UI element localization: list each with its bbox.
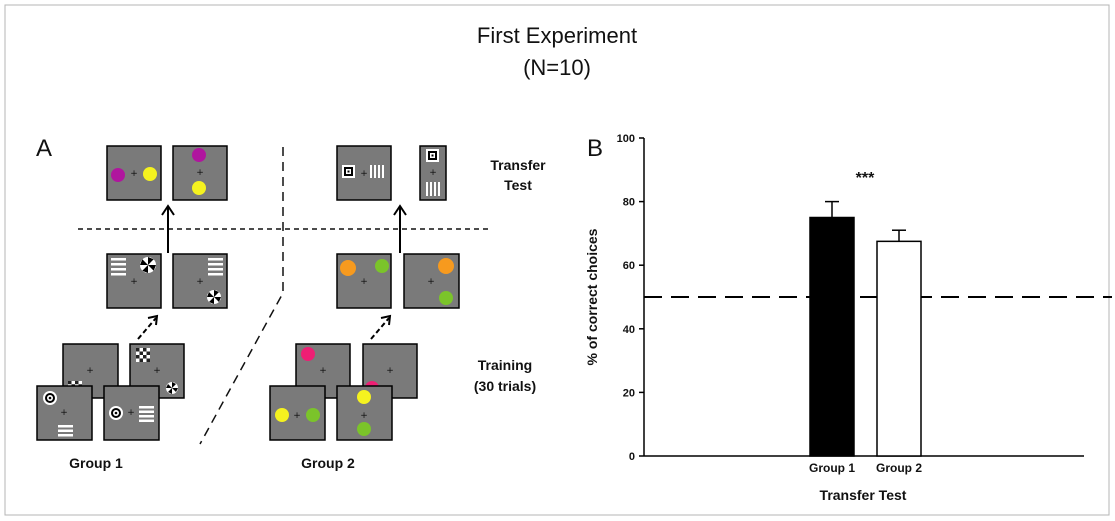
horizontal-grating — [58, 425, 73, 437]
pinwheel-shape — [207, 290, 221, 304]
magenta-circle — [192, 148, 206, 162]
fixation-cross: + — [429, 168, 437, 178]
fixation-cross: + — [360, 169, 368, 179]
concentric-square-shape — [342, 165, 355, 178]
concentric-square-shape — [426, 149, 439, 162]
stimulus-card: + — [403, 253, 460, 309]
diagonal-divider — [199, 147, 284, 445]
pinwheel-shape — [166, 382, 178, 394]
stimulus-card: + — [106, 145, 162, 201]
panel-b-label: B — [587, 135, 603, 162]
y-tick-label: 100 — [617, 133, 635, 145]
green-circle — [375, 259, 389, 273]
green-circle — [357, 422, 371, 436]
fixation-cross: + — [360, 277, 368, 287]
panel-b: B % of correct choices Transfer Test 0 20… — [584, 133, 1112, 503]
panel-a-label: A — [36, 135, 52, 162]
bar — [809, 216, 855, 457]
pinwheel-shape — [140, 257, 156, 273]
fixation-cross: + — [360, 411, 368, 421]
orange-circle — [340, 260, 356, 276]
group-2-label: Group 2 — [301, 455, 355, 471]
yellow-circle — [357, 390, 371, 404]
yellow-circle — [192, 181, 206, 195]
horizontal-grating — [139, 406, 154, 422]
horizontal-grating — [111, 258, 126, 276]
fixation-cross: + — [127, 408, 135, 418]
stimulus-card: + — [336, 385, 393, 441]
fixation-cross: + — [293, 411, 301, 421]
y-tick-label: 80 — [623, 197, 635, 209]
stimulus-card: + — [269, 385, 326, 441]
horizontal-grating — [208, 258, 223, 276]
figure-title: First Experiment — [477, 23, 637, 48]
green-circle — [306, 408, 320, 422]
training-label-line2: (30 trials) — [474, 378, 536, 394]
figure-frame — [4, 4, 1110, 516]
training-label-line1: Training — [478, 357, 532, 373]
orange-circle — [438, 258, 454, 274]
y-tick-label: 60 — [623, 260, 635, 272]
yellow-circle — [143, 167, 157, 181]
y-tick-label: 40 — [623, 324, 635, 336]
fixation-cross: + — [319, 366, 327, 376]
category-label: Group 1 — [809, 461, 855, 475]
magenta-circle — [111, 168, 125, 182]
y-tick-label: 0 — [629, 451, 635, 463]
stimulus-card: + — [172, 253, 228, 309]
fixation-cross: + — [86, 366, 94, 376]
vertical-grating — [426, 182, 440, 196]
category-label: Group 2 — [876, 461, 922, 475]
bar — [876, 240, 922, 457]
vertical-grating — [370, 165, 384, 178]
dashed-arrow-group2 — [370, 314, 392, 340]
green-circle — [439, 291, 453, 305]
bar-chart: 0 20 40 60 80 100 Group 1 Group 2 *** — [617, 133, 1112, 475]
bullseye-shape — [43, 391, 57, 405]
fixation-cross: + — [196, 277, 204, 287]
fixation-cross: + — [130, 169, 138, 179]
fixation-cross: + — [60, 408, 68, 418]
up-arrow-group2 — [393, 204, 407, 253]
dashed-arrow-group1 — [137, 314, 159, 340]
stimulus-card: + — [336, 253, 392, 309]
y-tick-label: 20 — [623, 387, 635, 399]
fixation-cross: + — [196, 168, 204, 178]
transfer-test-label-line2: Test — [504, 177, 532, 193]
yellow-circle — [275, 408, 289, 422]
panel-a: A Transfer Test Training (30 trials) Gro… — [36, 135, 546, 471]
up-arrow-group1 — [161, 204, 175, 253]
group-1-label: Group 1 — [69, 455, 123, 471]
stimulus-card: + — [419, 145, 447, 201]
fixation-cross: + — [153, 366, 161, 376]
fixation-cross: + — [386, 366, 394, 376]
bullseye-shape — [109, 406, 123, 420]
stimulus-card: + — [336, 145, 392, 201]
stimulus-card: + — [103, 385, 160, 441]
stimulus-card: + — [36, 385, 93, 441]
transfer-test-label-line1: Transfer — [490, 157, 546, 173]
pink-circle — [301, 347, 315, 361]
significance-annotation: *** — [856, 170, 875, 187]
stimulus-card: + — [106, 253, 162, 309]
y-axis-label: % of correct choices — [584, 228, 600, 365]
checkerboard-shape — [136, 348, 150, 362]
x-axis-label: Transfer Test — [820, 487, 907, 503]
fixation-cross: + — [130, 277, 138, 287]
figure-subtitle: (N=10) — [523, 55, 591, 80]
stimulus-card: + — [172, 145, 228, 201]
fixation-cross: + — [427, 277, 435, 287]
